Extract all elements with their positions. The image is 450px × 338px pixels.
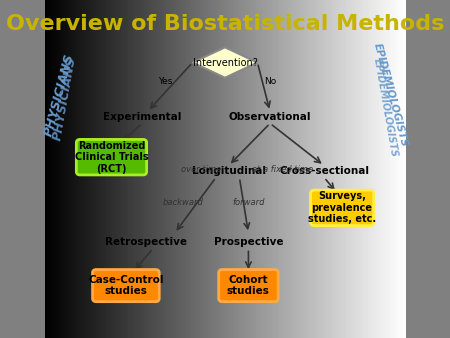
FancyBboxPatch shape: [93, 270, 159, 301]
Text: Intervention?: Intervention?: [193, 57, 257, 68]
Text: Observational: Observational: [229, 112, 311, 122]
FancyBboxPatch shape: [219, 270, 278, 301]
Text: backward: backward: [163, 198, 204, 207]
Text: Experimental: Experimental: [103, 112, 181, 122]
Text: Yes: Yes: [158, 77, 173, 86]
Text: Prospective: Prospective: [214, 237, 283, 247]
Text: Cohort
studies: Cohort studies: [227, 275, 270, 296]
Text: PHYSICIANS: PHYSICIANS: [42, 52, 76, 138]
Text: Cross-sectional: Cross-sectional: [279, 166, 369, 176]
FancyBboxPatch shape: [76, 139, 147, 175]
Text: forward: forward: [232, 198, 265, 207]
Text: EPIDEMIOLOGISTS: EPIDEMIOLOGISTS: [372, 58, 399, 158]
Text: Retrospective: Retrospective: [105, 237, 187, 247]
Text: Overview of Biostatistical Methods: Overview of Biostatistical Methods: [6, 14, 444, 33]
Text: Longitudinal: Longitudinal: [192, 166, 266, 176]
Text: Case-Control
studies: Case-Control studies: [88, 275, 164, 296]
Text: Randomized
Clinical Trials
(RCT): Randomized Clinical Trials (RCT): [75, 141, 148, 174]
Text: PHYSICIANS: PHYSICIANS: [51, 55, 78, 141]
Text: No: No: [264, 77, 276, 86]
FancyBboxPatch shape: [310, 190, 374, 226]
Text: Surveys,
prevalence
studies, etc.: Surveys, prevalence studies, etc.: [308, 191, 376, 224]
Text: over time: over time: [181, 165, 222, 173]
Polygon shape: [193, 47, 257, 78]
Text: EPIDEMIOLOGISTS: EPIDEMIOLOGISTS: [372, 42, 410, 148]
Text: at a fixed time: at a fixed time: [252, 165, 313, 173]
